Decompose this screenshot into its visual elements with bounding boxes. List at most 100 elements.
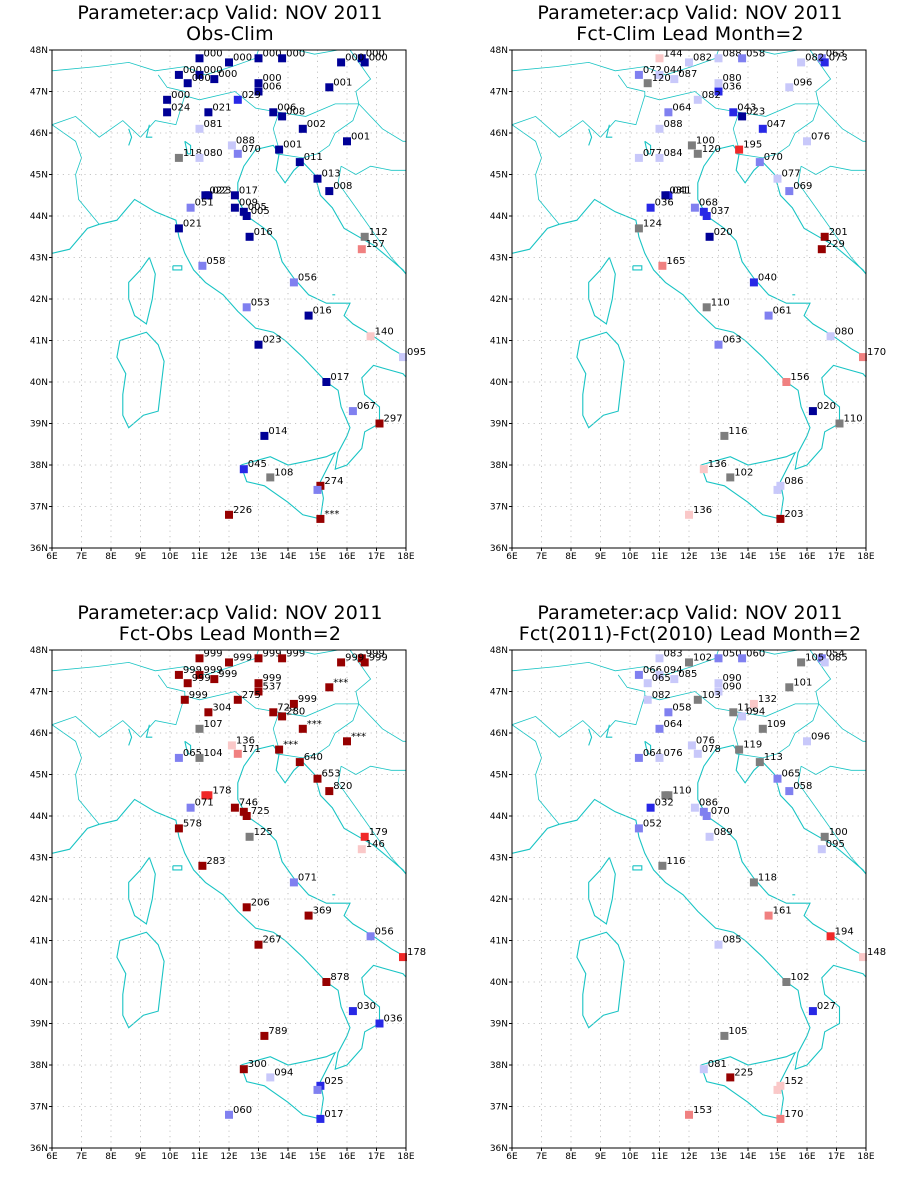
x-tick-label: 9E — [135, 552, 147, 562]
station-value: 064 — [664, 719, 683, 730]
station-marker — [705, 832, 714, 841]
station-value: 136 — [708, 459, 727, 470]
station-value: 120 — [702, 144, 721, 155]
station-value: 065 — [782, 769, 801, 780]
x-tick-label: 16E — [338, 1152, 355, 1162]
station-marker — [699, 207, 708, 216]
station-value: 095 — [826, 839, 845, 850]
station-value: 082 — [652, 690, 671, 701]
y-tick-label: 47N — [490, 88, 508, 98]
station-marker — [803, 737, 811, 746]
station-marker — [655, 654, 664, 663]
station-value: 027 — [817, 1001, 836, 1012]
station-marker — [295, 158, 304, 167]
station-value: 065 — [652, 673, 671, 684]
station-value: 023 — [212, 185, 231, 196]
station-marker — [726, 1073, 735, 1082]
x-tick-label: 9E — [595, 1152, 607, 1162]
station-marker — [254, 87, 263, 96]
station-value: 036 — [723, 82, 742, 93]
station-marker — [366, 932, 375, 941]
station-marker — [773, 174, 782, 183]
panel-title: Parameter:acp Valid: NOV 2011 — [537, 2, 843, 24]
station-value: 161 — [773, 906, 792, 917]
station-value: 081 — [204, 119, 223, 130]
station-value: 136 — [236, 735, 255, 746]
station-value: 000 — [204, 48, 223, 59]
border — [756, 50, 799, 55]
station-marker — [693, 695, 702, 704]
station-value: 999 — [286, 648, 305, 659]
station-value: 016 — [254, 227, 273, 238]
station-value: 156 — [790, 372, 809, 383]
station-value: 179 — [369, 827, 388, 838]
station-value: 100 — [829, 827, 848, 838]
station-value: 001 — [283, 140, 302, 151]
station-marker — [201, 191, 210, 200]
station-marker — [773, 1085, 782, 1094]
station-value: 017 — [239, 185, 258, 196]
station-marker — [210, 75, 219, 84]
coastline — [128, 128, 133, 146]
station-value: 080 — [204, 148, 223, 159]
y-tick-label: 44N — [490, 812, 508, 822]
station-marker — [714, 340, 723, 349]
border — [296, 650, 339, 655]
station-marker — [776, 1114, 785, 1123]
station-value: *** — [283, 740, 298, 751]
station-value: 086 — [699, 798, 718, 809]
station-marker — [225, 510, 233, 519]
station-marker — [782, 378, 791, 386]
station-marker — [685, 1110, 693, 1119]
coastline — [576, 931, 625, 1029]
station-value: 110 — [672, 785, 691, 796]
station-marker — [655, 124, 664, 133]
station-value: 043 — [737, 102, 756, 113]
border — [617, 74, 646, 96]
station-value: 095 — [407, 347, 426, 358]
station-marker — [655, 70, 664, 79]
y-tick-label: 42N — [490, 295, 508, 305]
station-marker — [399, 353, 407, 362]
station-marker — [163, 95, 172, 104]
station-value: 165 — [666, 256, 685, 267]
station-value: 124 — [643, 218, 662, 229]
station-marker — [325, 787, 334, 796]
y-tick-label: 44N — [30, 212, 48, 222]
station-value: 017 — [324, 1109, 343, 1120]
station-marker — [239, 465, 248, 474]
y-tick-label: 42N — [30, 295, 48, 305]
coastline — [700, 1051, 797, 1120]
x-tick-label: 10E — [621, 552, 638, 562]
station-value: 002 — [307, 119, 326, 130]
station-value: 157 — [366, 239, 385, 250]
border — [52, 724, 100, 825]
x-tick-label: 11E — [191, 552, 208, 562]
border — [739, 103, 819, 117]
station-marker — [826, 932, 835, 941]
station-value: 078 — [702, 744, 721, 755]
station-value: 275 — [242, 690, 261, 701]
coastline — [559, 744, 866, 1071]
coastlines — [52, 650, 406, 1148]
station-marker — [195, 724, 204, 733]
station-marker — [820, 832, 829, 841]
station-marker — [289, 278, 298, 287]
panel-title: Parameter:acp Valid: NOV 2011 — [77, 602, 383, 624]
y-tick-label: 37N — [30, 1103, 48, 1113]
station-value: 067 — [357, 401, 376, 412]
coastline — [145, 724, 153, 738]
y-tick-label: 37N — [30, 503, 48, 513]
border — [797, 766, 866, 875]
coastline — [700, 451, 797, 520]
x-tick-label: 12E — [680, 1152, 697, 1162]
x-tick-label: 11E — [191, 1152, 208, 1162]
station-marker — [204, 708, 213, 717]
station-marker — [195, 753, 204, 762]
station-value: 119 — [743, 740, 762, 751]
y-tick-label: 48N — [490, 646, 508, 656]
station-marker — [233, 95, 242, 104]
station-value: 082 — [702, 90, 721, 101]
x-tick-label: 6E — [506, 1152, 518, 1162]
